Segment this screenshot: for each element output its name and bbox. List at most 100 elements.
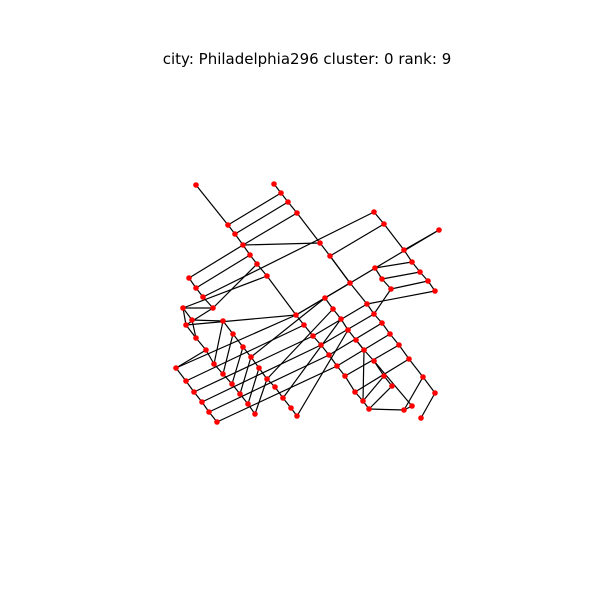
graph-node <box>183 322 189 328</box>
graph-node <box>364 301 370 307</box>
graph-node <box>361 347 367 353</box>
graph-edge <box>408 358 424 378</box>
graph-node <box>347 280 353 286</box>
graph-node <box>379 276 385 282</box>
graph-node <box>237 391 243 397</box>
graph-edge <box>231 346 244 385</box>
graph-edge <box>368 408 405 411</box>
graph-node <box>264 376 270 382</box>
graph-edge <box>242 212 298 246</box>
graph-node <box>342 373 348 379</box>
graph-node <box>225 222 231 228</box>
graph-edge <box>422 376 436 394</box>
graph-node <box>280 395 286 401</box>
graph-node <box>245 401 251 407</box>
graph-edge <box>227 192 282 226</box>
graph-node <box>248 354 254 360</box>
graph-edge <box>329 223 385 257</box>
graph-node <box>232 231 238 237</box>
graph-edge <box>366 290 436 305</box>
graph-node <box>372 265 378 271</box>
graph-edge <box>344 375 356 393</box>
graph-edge <box>398 344 410 360</box>
graph-node <box>193 335 199 341</box>
graph-node <box>436 227 442 233</box>
graph-node <box>247 252 253 258</box>
figure-title: city: Philadelphia296 cluster: 0 rank: 9 <box>163 50 452 68</box>
graph-edge <box>282 318 342 399</box>
graph-node <box>294 413 300 419</box>
graph-node <box>425 278 431 284</box>
graph-node <box>229 381 235 387</box>
graph-node <box>389 383 395 389</box>
graph-nodes <box>173 181 442 425</box>
graph-edge <box>239 356 252 395</box>
graph-node <box>189 317 195 323</box>
graph-edge <box>182 307 187 326</box>
graph-edge <box>247 367 260 405</box>
graph-edge <box>390 280 429 290</box>
graph-edge <box>296 212 321 244</box>
graph-node <box>203 347 209 353</box>
graph-edge <box>362 349 365 402</box>
graph-node <box>432 390 438 396</box>
graph-edge <box>188 244 244 279</box>
graph-node <box>256 365 262 371</box>
graph-edge <box>212 263 258 309</box>
graph-node <box>387 331 393 337</box>
graph-node <box>200 294 206 300</box>
graph-node <box>432 288 438 294</box>
graph-edge <box>242 242 321 246</box>
graph-node <box>271 181 277 187</box>
graph-node <box>272 384 278 390</box>
graph-node <box>206 409 212 415</box>
graph-node <box>173 365 179 371</box>
graph-node <box>240 242 246 248</box>
graph-node <box>285 199 291 205</box>
graph-edge <box>193 335 314 393</box>
graph-node <box>220 371 226 377</box>
graph-node <box>288 405 294 411</box>
graph-node <box>278 190 284 196</box>
graph-edge <box>329 255 351 284</box>
graph-node <box>252 411 258 417</box>
graph-node <box>294 210 300 216</box>
graph-edge <box>191 319 197 339</box>
graph-node <box>254 261 260 267</box>
graph-edge <box>250 297 326 358</box>
graph-node <box>366 406 372 412</box>
graph-node <box>379 320 385 326</box>
graph-node <box>409 403 415 409</box>
graph-edge <box>185 314 297 326</box>
graph-edge <box>208 354 330 413</box>
graph-node <box>180 305 186 311</box>
graph-node <box>360 398 366 404</box>
graph-edge <box>254 378 268 415</box>
graph-edge <box>195 184 229 226</box>
graph-node <box>388 286 394 292</box>
graph-edge <box>403 376 424 411</box>
graph-node <box>409 259 415 265</box>
graph-node <box>211 361 217 367</box>
graph-node <box>317 240 323 246</box>
graph-node <box>420 374 426 380</box>
graph-edge <box>195 254 251 289</box>
graph-node <box>199 399 205 405</box>
graph-node <box>371 209 377 215</box>
graph-edge <box>349 282 368 305</box>
graph-node <box>264 273 270 279</box>
graph-node <box>338 316 344 322</box>
graph-node <box>381 373 387 379</box>
graph-node <box>334 363 340 369</box>
graph-node <box>352 389 358 395</box>
graph-node <box>417 269 423 275</box>
graph-edge <box>420 392 436 419</box>
graph-node <box>214 419 220 425</box>
graph-edge <box>222 333 234 375</box>
graph-edge <box>182 275 268 309</box>
graph-node <box>240 344 246 350</box>
graph-node <box>191 389 197 395</box>
graph-node <box>301 322 307 328</box>
graph-node <box>230 331 236 337</box>
